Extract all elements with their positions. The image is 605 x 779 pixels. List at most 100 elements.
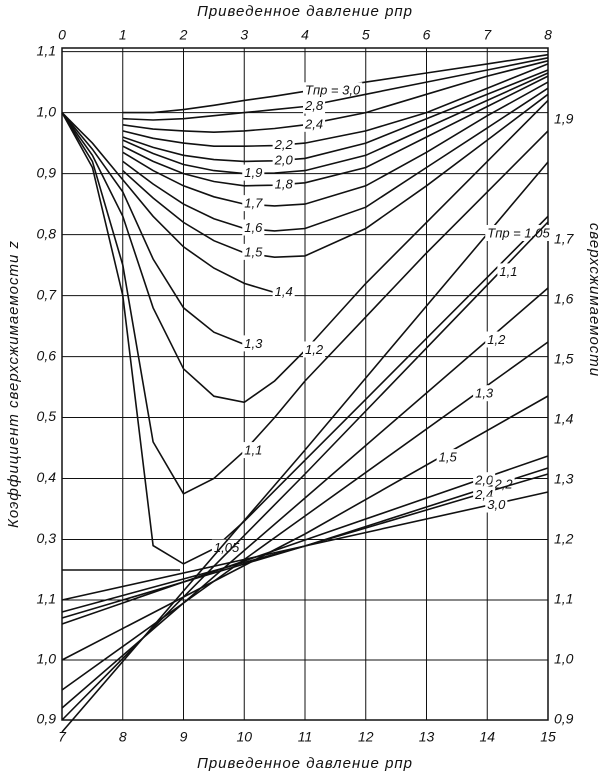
x-tick-label: 2 [179,27,188,43]
x-tick-label: 11 [298,729,313,745]
x-tick-label: 7 [58,729,67,745]
y-tick-label: 1,6 [554,291,574,307]
right-axis-title: сверхсжимаемости [586,223,603,377]
series-line [61,395,549,661]
y-tick-label: 0,5 [37,408,57,424]
x-tick-label: 6 [423,27,431,43]
y-tick-label: 1,7 [554,231,575,247]
y-tick-label: 1,2 [554,531,574,547]
y-tick-label: 1,4 [554,411,574,427]
series-label: 1,2 [487,332,506,347]
x-tick-label: 10 [236,729,252,745]
series-label: 1,9 [244,165,262,180]
series-label: 2,2 [274,137,294,152]
y-tick-label: 1,0 [37,103,57,119]
series-label: 1,8 [275,177,294,192]
series-line [122,53,549,114]
series-label: 2,4 [304,116,323,131]
label-background [242,195,265,212]
series-line [122,81,549,207]
series-label: 1,4 [275,284,293,299]
label-background [485,225,552,241]
series-label: Tпр = 3,0 [305,83,361,98]
y-tick-label: 1,1 [37,591,56,607]
series-label: 1,6 [244,220,263,235]
y-tick-label: 0,3 [37,530,57,546]
series-label: 1,1 [244,443,262,458]
x-tick-label: 5 [362,27,370,43]
x-tick-label: 0 [58,27,66,43]
label-background [272,151,295,168]
x-tick-label: 8 [119,729,127,745]
series-line [122,60,549,134]
label-background [497,263,520,280]
series-line [61,341,549,691]
series-label: 2,0 [474,473,494,488]
label-background [303,82,363,99]
label-background [473,385,496,402]
x-tick-label: 15 [540,729,556,745]
series-line [61,491,549,601]
label-background [272,176,295,193]
x-tick-label: 3 [240,27,248,43]
series-label: 1,05 [214,540,240,555]
series-label: 1,3 [475,386,494,401]
label-background [272,136,295,153]
label-background [242,442,265,459]
series-label: 1,3 [244,336,263,351]
label-background [485,496,508,513]
series-label: 1,5 [244,244,263,259]
y-tick-label: 1,5 [554,351,574,367]
y-tick-label: 0,8 [37,225,57,241]
label-background [242,335,265,352]
series-line [61,112,275,294]
series-line [122,87,549,232]
series-line [61,99,549,404]
label-background [473,472,496,489]
bottom-axis-title: Приведенное давление pпр [197,755,413,772]
series-label: 2,8 [304,98,324,113]
series-label: 1,2 [305,342,324,357]
series-label: Tпр = 1,05 [487,225,550,240]
label-background [242,243,265,260]
series-label: 2,0 [274,152,294,167]
y-tick-label: 1,9 [554,111,574,127]
y-tick-label: 0,6 [37,347,57,363]
y-tick-label: 0,9 [37,711,57,727]
label-background [303,341,326,358]
series-label: 3,0 [487,497,506,512]
y-tick-label: 1,0 [37,651,57,667]
y-tick-label: 0,7 [37,286,58,302]
series-line [122,72,549,175]
series-label: 1,5 [439,450,458,465]
series-line [61,112,245,346]
series-line [61,287,549,709]
label-background [303,115,326,132]
y-tick-label: 0,4 [37,469,57,485]
y-tick-label: 1,3 [554,471,574,487]
series-label: 1,1 [499,264,517,279]
y-tick-label: 0,9 [554,711,574,727]
label-background [303,97,326,114]
x-tick-label: 1 [119,27,127,43]
label-background [272,283,295,300]
x-tick-label: 13 [419,729,435,745]
label-background [436,449,459,466]
x-tick-label: 8 [544,27,552,43]
y-tick-label: 1,1 [37,42,56,58]
series-line [122,57,549,121]
left-axis-title: Коэффициент сверхсжимаемости z [5,240,22,528]
label-background [242,164,265,181]
x-tick-label: 12 [358,729,374,745]
y-tick-label: 0,9 [37,164,57,180]
label-background [242,219,265,236]
top-axis-title: Приведенное давление pпр [197,3,413,20]
x-tick-label: 9 [180,729,188,745]
series-label: 1,7 [244,196,263,211]
x-tick-label: 14 [479,729,495,745]
y-tick-label: 1,0 [554,651,574,667]
y-tick-label: 1,1 [554,591,573,607]
series-line [61,455,549,625]
x-tick-label: 7 [483,27,492,43]
series-line [122,93,549,259]
